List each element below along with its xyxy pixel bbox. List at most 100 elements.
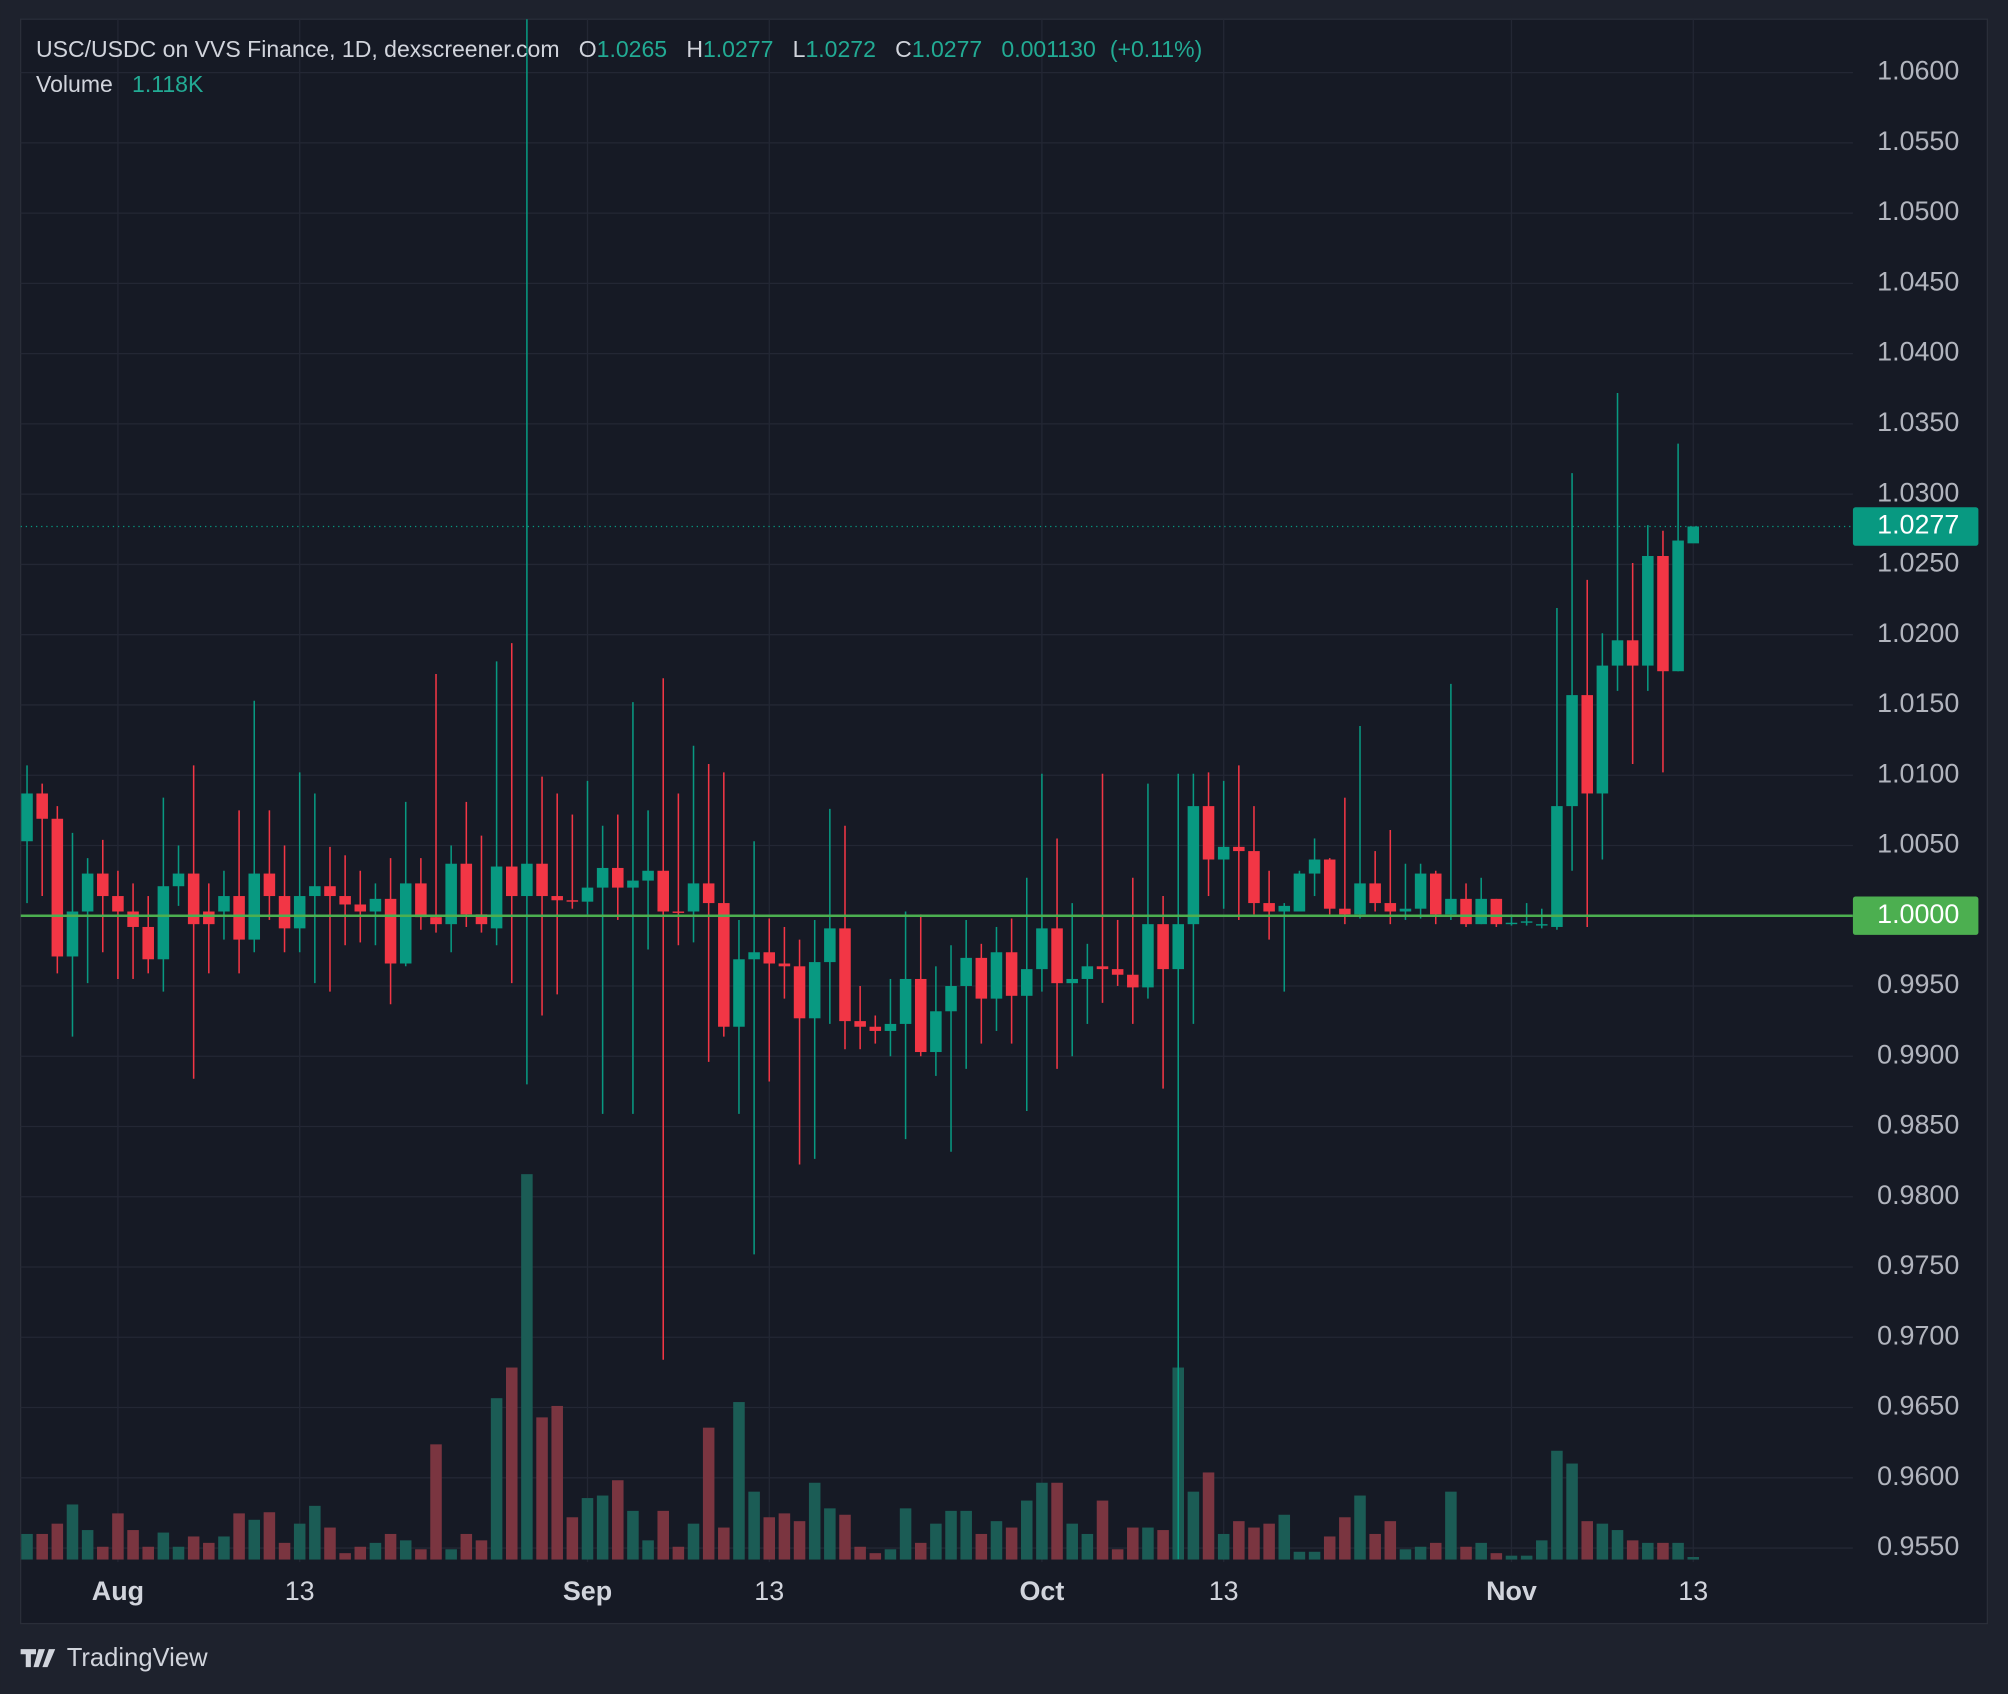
candle-body	[869, 1026, 882, 1031]
candle-body	[1596, 665, 1609, 794]
volume-legend: Volume 1.118K	[36, 71, 204, 97]
volume-bar	[1111, 1549, 1124, 1560]
candle-body	[930, 1011, 942, 1053]
volume-bar	[566, 1517, 579, 1560]
volume-bar	[899, 1508, 912, 1560]
volume-bar	[1520, 1555, 1533, 1560]
x-tick-label: Aug	[92, 1576, 144, 1606]
candle-body	[1278, 905, 1291, 912]
volume-bar	[97, 1546, 109, 1560]
candle-body	[551, 896, 563, 901]
candle-body	[642, 870, 654, 881]
volume-bar	[248, 1519, 261, 1560]
x-tick-label: 13	[285, 1576, 315, 1606]
volume-bar	[81, 1530, 94, 1560]
high-value: 1.0277	[703, 36, 773, 62]
footer-logo	[20, 1649, 56, 1668]
candle-body	[990, 952, 1003, 999]
volume-bar	[21, 1533, 33, 1560]
x-tick-label: Oct	[1020, 1576, 1065, 1606]
volume-bar	[430, 1444, 442, 1560]
x-tick-label: 13	[1209, 1576, 1239, 1606]
y-tick-label: 0.9650	[1877, 1391, 1959, 1421]
volume-bar	[1414, 1546, 1427, 1560]
volume-bar	[914, 1542, 927, 1560]
candle-body	[187, 873, 200, 925]
open-label: O	[579, 36, 597, 62]
y-tick-label: 0.9850	[1877, 1110, 1959, 1140]
volume-bar	[1399, 1549, 1412, 1560]
volume-bar	[293, 1523, 306, 1560]
volume-bar	[354, 1546, 367, 1560]
x-tick-label: 13	[754, 1576, 784, 1606]
candle-body	[1551, 806, 1563, 927]
x-tick-label: Sep	[563, 1576, 612, 1606]
volume-bar	[808, 1482, 821, 1560]
candle-body	[309, 886, 321, 897]
candle-body	[369, 898, 382, 912]
y-tick-label: 0.9900	[1877, 1039, 1959, 1069]
y-tick-label: 0.9600	[1877, 1461, 1959, 1491]
candle-body	[1187, 806, 1200, 925]
candle-body	[1202, 806, 1215, 860]
candle-body	[1490, 898, 1503, 925]
volume-bar	[884, 1549, 897, 1560]
candle-body	[914, 978, 927, 1053]
volume-bar	[521, 1174, 533, 1560]
candle-body	[657, 870, 669, 912]
volume-bar	[1339, 1517, 1351, 1560]
candle-body	[36, 793, 48, 819]
candle-body	[733, 959, 745, 1027]
candle-body	[1369, 883, 1381, 904]
volume-bar	[612, 1480, 624, 1560]
volume-bar	[1429, 1542, 1442, 1560]
volume-bar	[1263, 1523, 1275, 1560]
volume-bar	[1233, 1521, 1245, 1560]
candle-body	[839, 928, 851, 1022]
candle-body	[1414, 873, 1427, 909]
candle-body	[1505, 922, 1518, 925]
volume-bar	[718, 1527, 730, 1560]
volume-bar	[551, 1405, 563, 1560]
volume-bar	[66, 1504, 79, 1560]
y-tick-label: 0.9700	[1877, 1320, 1959, 1350]
volume-bar	[869, 1553, 882, 1560]
y-tick-label: 0.9550	[1877, 1531, 1959, 1561]
volume-bar	[1551, 1450, 1563, 1560]
candle-body	[1111, 969, 1124, 975]
candle-body	[581, 887, 594, 902]
volume-bar	[1051, 1482, 1063, 1560]
volume-bar	[854, 1546, 866, 1560]
volume-bar	[278, 1542, 291, 1560]
footer-brand: TradingView	[67, 1644, 208, 1672]
volume-bar	[1505, 1555, 1518, 1560]
volume-bar	[733, 1402, 745, 1560]
candle-body	[824, 928, 836, 963]
volume-bar	[1536, 1540, 1548, 1560]
candle-body	[702, 883, 715, 904]
candle-body	[1308, 859, 1321, 874]
candle-body	[808, 962, 821, 1019]
volume-bar	[172, 1546, 185, 1560]
volume-bar	[581, 1498, 594, 1560]
last-price-tag	[1852, 507, 1979, 546]
candle-body	[945, 985, 957, 1012]
volume-bar	[263, 1512, 276, 1560]
y-tick-label: 0.9750	[1877, 1250, 1959, 1280]
candle-body	[1248, 851, 1260, 904]
open-value: 1.0265	[597, 36, 667, 62]
volume-bar	[127, 1530, 139, 1560]
candle-body	[399, 883, 412, 964]
volume-bar	[1157, 1530, 1169, 1560]
volume-bar	[1202, 1472, 1215, 1560]
volume-bar	[1217, 1533, 1230, 1560]
volume-bar	[309, 1505, 321, 1560]
candle-body	[324, 886, 336, 897]
candle-body	[97, 873, 109, 897]
volume-bar	[1657, 1542, 1669, 1560]
volume-bar	[839, 1514, 851, 1560]
volume-bar	[218, 1536, 230, 1560]
candle-body	[566, 900, 579, 902]
volume-bar	[657, 1510, 669, 1560]
x-tick-label: 13	[1678, 1576, 1708, 1606]
